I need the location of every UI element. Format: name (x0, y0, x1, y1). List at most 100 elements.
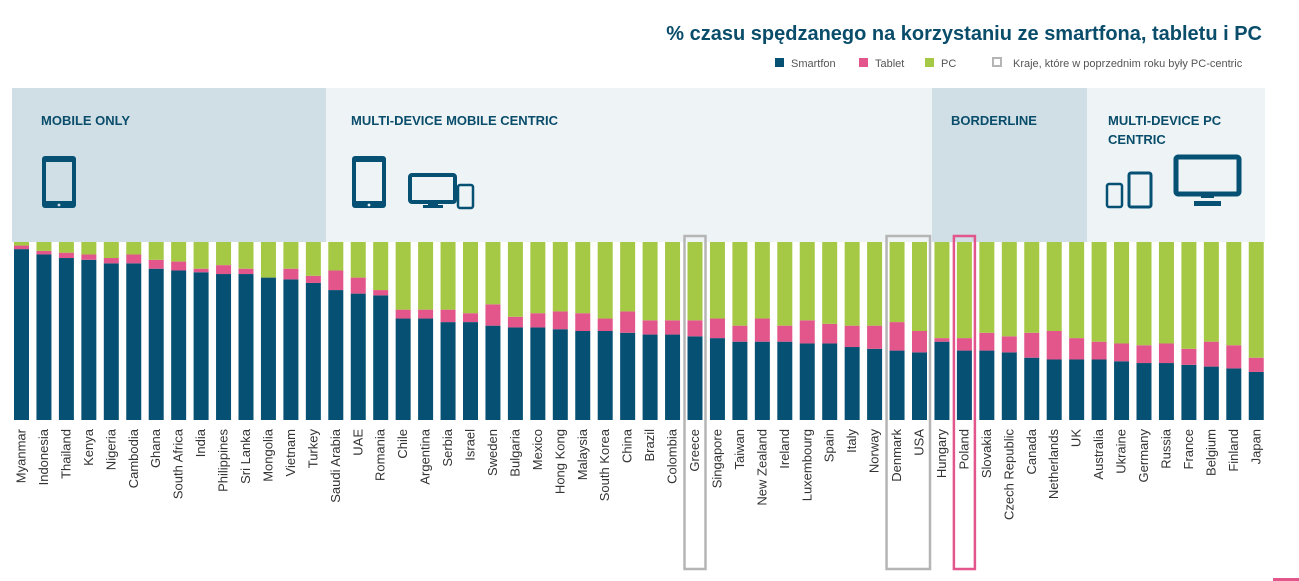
bar-smartfon-myanmar (14, 249, 29, 420)
x-label-vietnam: Vietnam (283, 429, 298, 476)
bar-pc-netherlands (1046, 242, 1062, 331)
bar-pc-romania (373, 242, 389, 291)
bars (14, 242, 1264, 420)
segment-bands (12, 88, 1265, 242)
x-label-israel: Israel (463, 429, 478, 461)
bar-smartfon-australia (1091, 359, 1107, 420)
highlight-box-prev-pc-centric (885, 234, 932, 571)
phone-small-icon (1105, 182, 1124, 209)
x-label-australia: Australia (1091, 428, 1106, 479)
x-label-russia: Russia (1158, 428, 1173, 469)
bar-tablet-uk (1069, 338, 1085, 360)
band-borderline (932, 88, 1087, 242)
bar-tablet-cambodia (126, 254, 142, 264)
x-label-india: India (193, 428, 208, 457)
bar-tablet-canada (1024, 332, 1040, 358)
bar-tablet-nigeria (103, 258, 119, 264)
x-label-uae: UAE (350, 429, 365, 456)
bar-tablet-new-zealand (754, 318, 770, 342)
x-label-norway: Norway (867, 429, 882, 474)
x-label-czech-republic: Czech Republic (1001, 429, 1016, 521)
bar-smartfon-france (1181, 364, 1197, 420)
x-label-malaysia: Malaysia (575, 428, 590, 480)
bar-pc-italy (844, 242, 860, 326)
bar-smartfon-belgium (1203, 366, 1219, 420)
x-label-japan: Japan (1248, 429, 1263, 464)
x-label-denmark: Denmark (889, 429, 904, 482)
bar-tablet-china (620, 311, 636, 333)
bar-tablet-netherlands (1046, 331, 1062, 360)
bar-tablet-ukraine (1114, 343, 1130, 362)
x-label-turkey: Turkey (305, 429, 320, 469)
bar-tablet-spain (822, 323, 838, 344)
phone-icon (352, 156, 386, 208)
bar-pc-australia (1091, 242, 1107, 342)
bar-pc-hong-kong (552, 242, 568, 312)
bar-pc-usa (912, 242, 927, 331)
x-label-slovakia: Slovakia (979, 428, 994, 478)
bar-tablet-russia (1158, 343, 1174, 364)
bar-tablet-argentina (418, 309, 434, 319)
bar-pc-czech-republic (1001, 242, 1017, 337)
x-axis-labels: Myanmar Indonesia Thailand Kenya Nigeria Camb… (14, 428, 1264, 520)
legend-label-prev-pc-centric: Kraje, które w poprzednim roku były PC-c… (1013, 58, 1243, 70)
bar-tablet-kenya (81, 254, 97, 260)
bar-smartfon-chile (395, 318, 411, 420)
bar-smartfon-vietnam (283, 279, 299, 420)
x-label-cambodia: Cambodia (126, 428, 141, 488)
bar-pc-uk (1069, 242, 1085, 339)
bar-pc-mongolia (260, 242, 276, 278)
bar-tablet-france (1181, 348, 1197, 365)
bar-smartfon-kenya (81, 259, 97, 420)
bar-smartfon-poland (956, 350, 972, 420)
legend-label-tablet: Tablet (875, 58, 904, 70)
bar-tablet-serbia (440, 309, 456, 323)
bar-smartfon-canada (1024, 357, 1040, 420)
x-label-singapore: Singapore (709, 429, 724, 488)
bar-tablet-thailand (58, 252, 74, 259)
bar-pc-spain (822, 242, 838, 324)
bar-pc-turkey (305, 242, 321, 276)
bar-smartfon-argentina (418, 318, 434, 420)
bar-pc-taiwan (732, 242, 748, 326)
bar-tablet-uae (350, 277, 366, 294)
x-label-finland: Finland (1226, 429, 1241, 472)
bar-pc-russia (1158, 242, 1174, 344)
x-label-sri-lanka: Sri Lanka (238, 428, 253, 484)
bar-smartfon-new-zealand (754, 341, 770, 420)
bar-smartfon-sweden (485, 325, 501, 420)
bar-tablet-mexico (530, 313, 546, 328)
bar-tablet-brazil (642, 320, 658, 335)
bar-tablet-japan (1248, 357, 1264, 372)
bar-pc-chile (395, 242, 411, 310)
bar-smartfon-luxembourg (799, 343, 815, 420)
bar-smartfon-philippines (216, 274, 232, 420)
x-label-colombia: Colombia (665, 428, 680, 484)
phone-small-icon (456, 183, 475, 210)
x-label-chile: Chile (395, 429, 410, 459)
bar-pc-germany (1136, 242, 1152, 346)
bar-tablet-indonesia (36, 250, 52, 255)
segment-title-mobile-only: MOBILE ONLY (41, 113, 130, 128)
x-label-bulgaria: Bulgaria (507, 428, 522, 476)
bar-smartfon-sri-lanka (238, 274, 254, 420)
bar-tablet-finland (1226, 345, 1242, 369)
x-label-brazil: Brazil (642, 429, 657, 462)
bar-tablet-hungary (934, 338, 950, 342)
x-label-italy: Italy (844, 429, 859, 453)
bar-smartfon-israel (463, 322, 478, 420)
x-label-canada: Canada (1024, 428, 1039, 474)
bar-smartfon-slovakia (979, 350, 995, 420)
bar-smartfon-singapore (709, 338, 725, 420)
bar-pc-bulgaria (507, 242, 523, 317)
bar-smartfon-malaysia (575, 331, 591, 420)
bar-tablet-israel (463, 313, 478, 323)
x-label-hungary: Hungary (934, 429, 949, 479)
bar-pc-brazil (642, 242, 658, 321)
bar-pc-finland (1226, 242, 1242, 346)
x-label-romania: Romania (373, 428, 388, 481)
x-label-new-zealand: New Zealand (754, 429, 769, 506)
bar-smartfon-south-korea (597, 331, 613, 420)
bar-pc-ghana (148, 242, 164, 260)
